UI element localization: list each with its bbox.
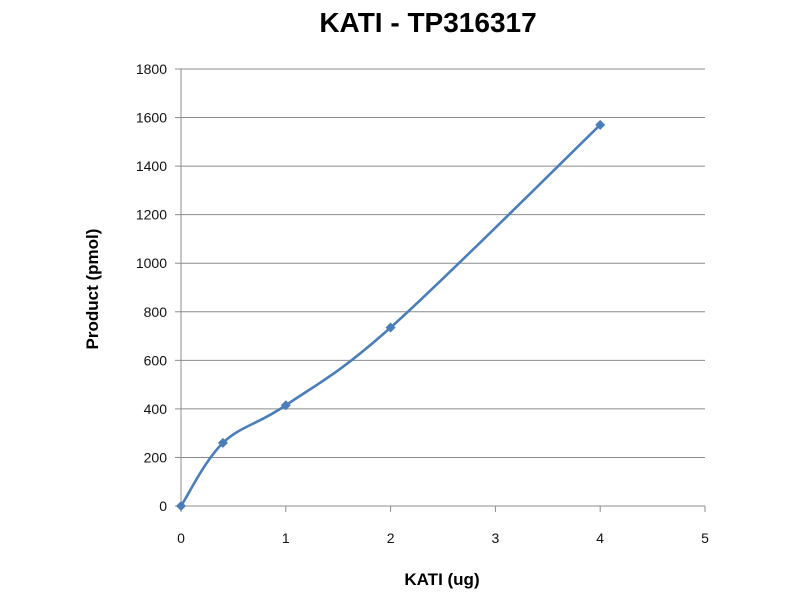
x-tick-label: 4 [596,530,604,546]
x-tick-labels: 0 1 2 3 4 5 [177,530,709,546]
data-point-marker [385,322,396,333]
y-tick-label: 1600 [136,110,167,126]
x-tick-label: 2 [387,530,395,546]
x-axis-title: KATI (ug) [404,570,479,589]
x-tick-label: 5 [701,530,709,546]
y-tick-label: 600 [144,352,168,368]
x-tick-label: 0 [177,530,185,546]
series-line [179,123,602,508]
y-axis-title: Product (pmol) [83,229,102,350]
y-tick-label: 1400 [136,158,167,174]
x-tick-label: 1 [282,530,290,546]
y-tick-label: 400 [144,401,168,417]
x-tick-label: 3 [492,530,500,546]
y-tick-label: 0 [159,498,167,514]
data-series [176,119,606,511]
data-point-marker [280,400,291,411]
y-tick-label: 800 [144,304,168,320]
y-tick-label: 1200 [136,207,167,223]
data-point-marker [217,437,228,448]
y-tick-label: 1000 [136,255,167,271]
y-tick-label: 200 [144,449,168,465]
axes [175,68,706,512]
data-point-marker [595,119,606,130]
y-tick-labels: 0 200 400 600 800 1000 1200 1400 1600 1800 [136,61,167,514]
chart-title: KATI - TP316317 [319,7,536,38]
gridlines [181,68,705,458]
y-tick-label: 1800 [136,61,167,77]
data-point-marker [176,501,186,511]
